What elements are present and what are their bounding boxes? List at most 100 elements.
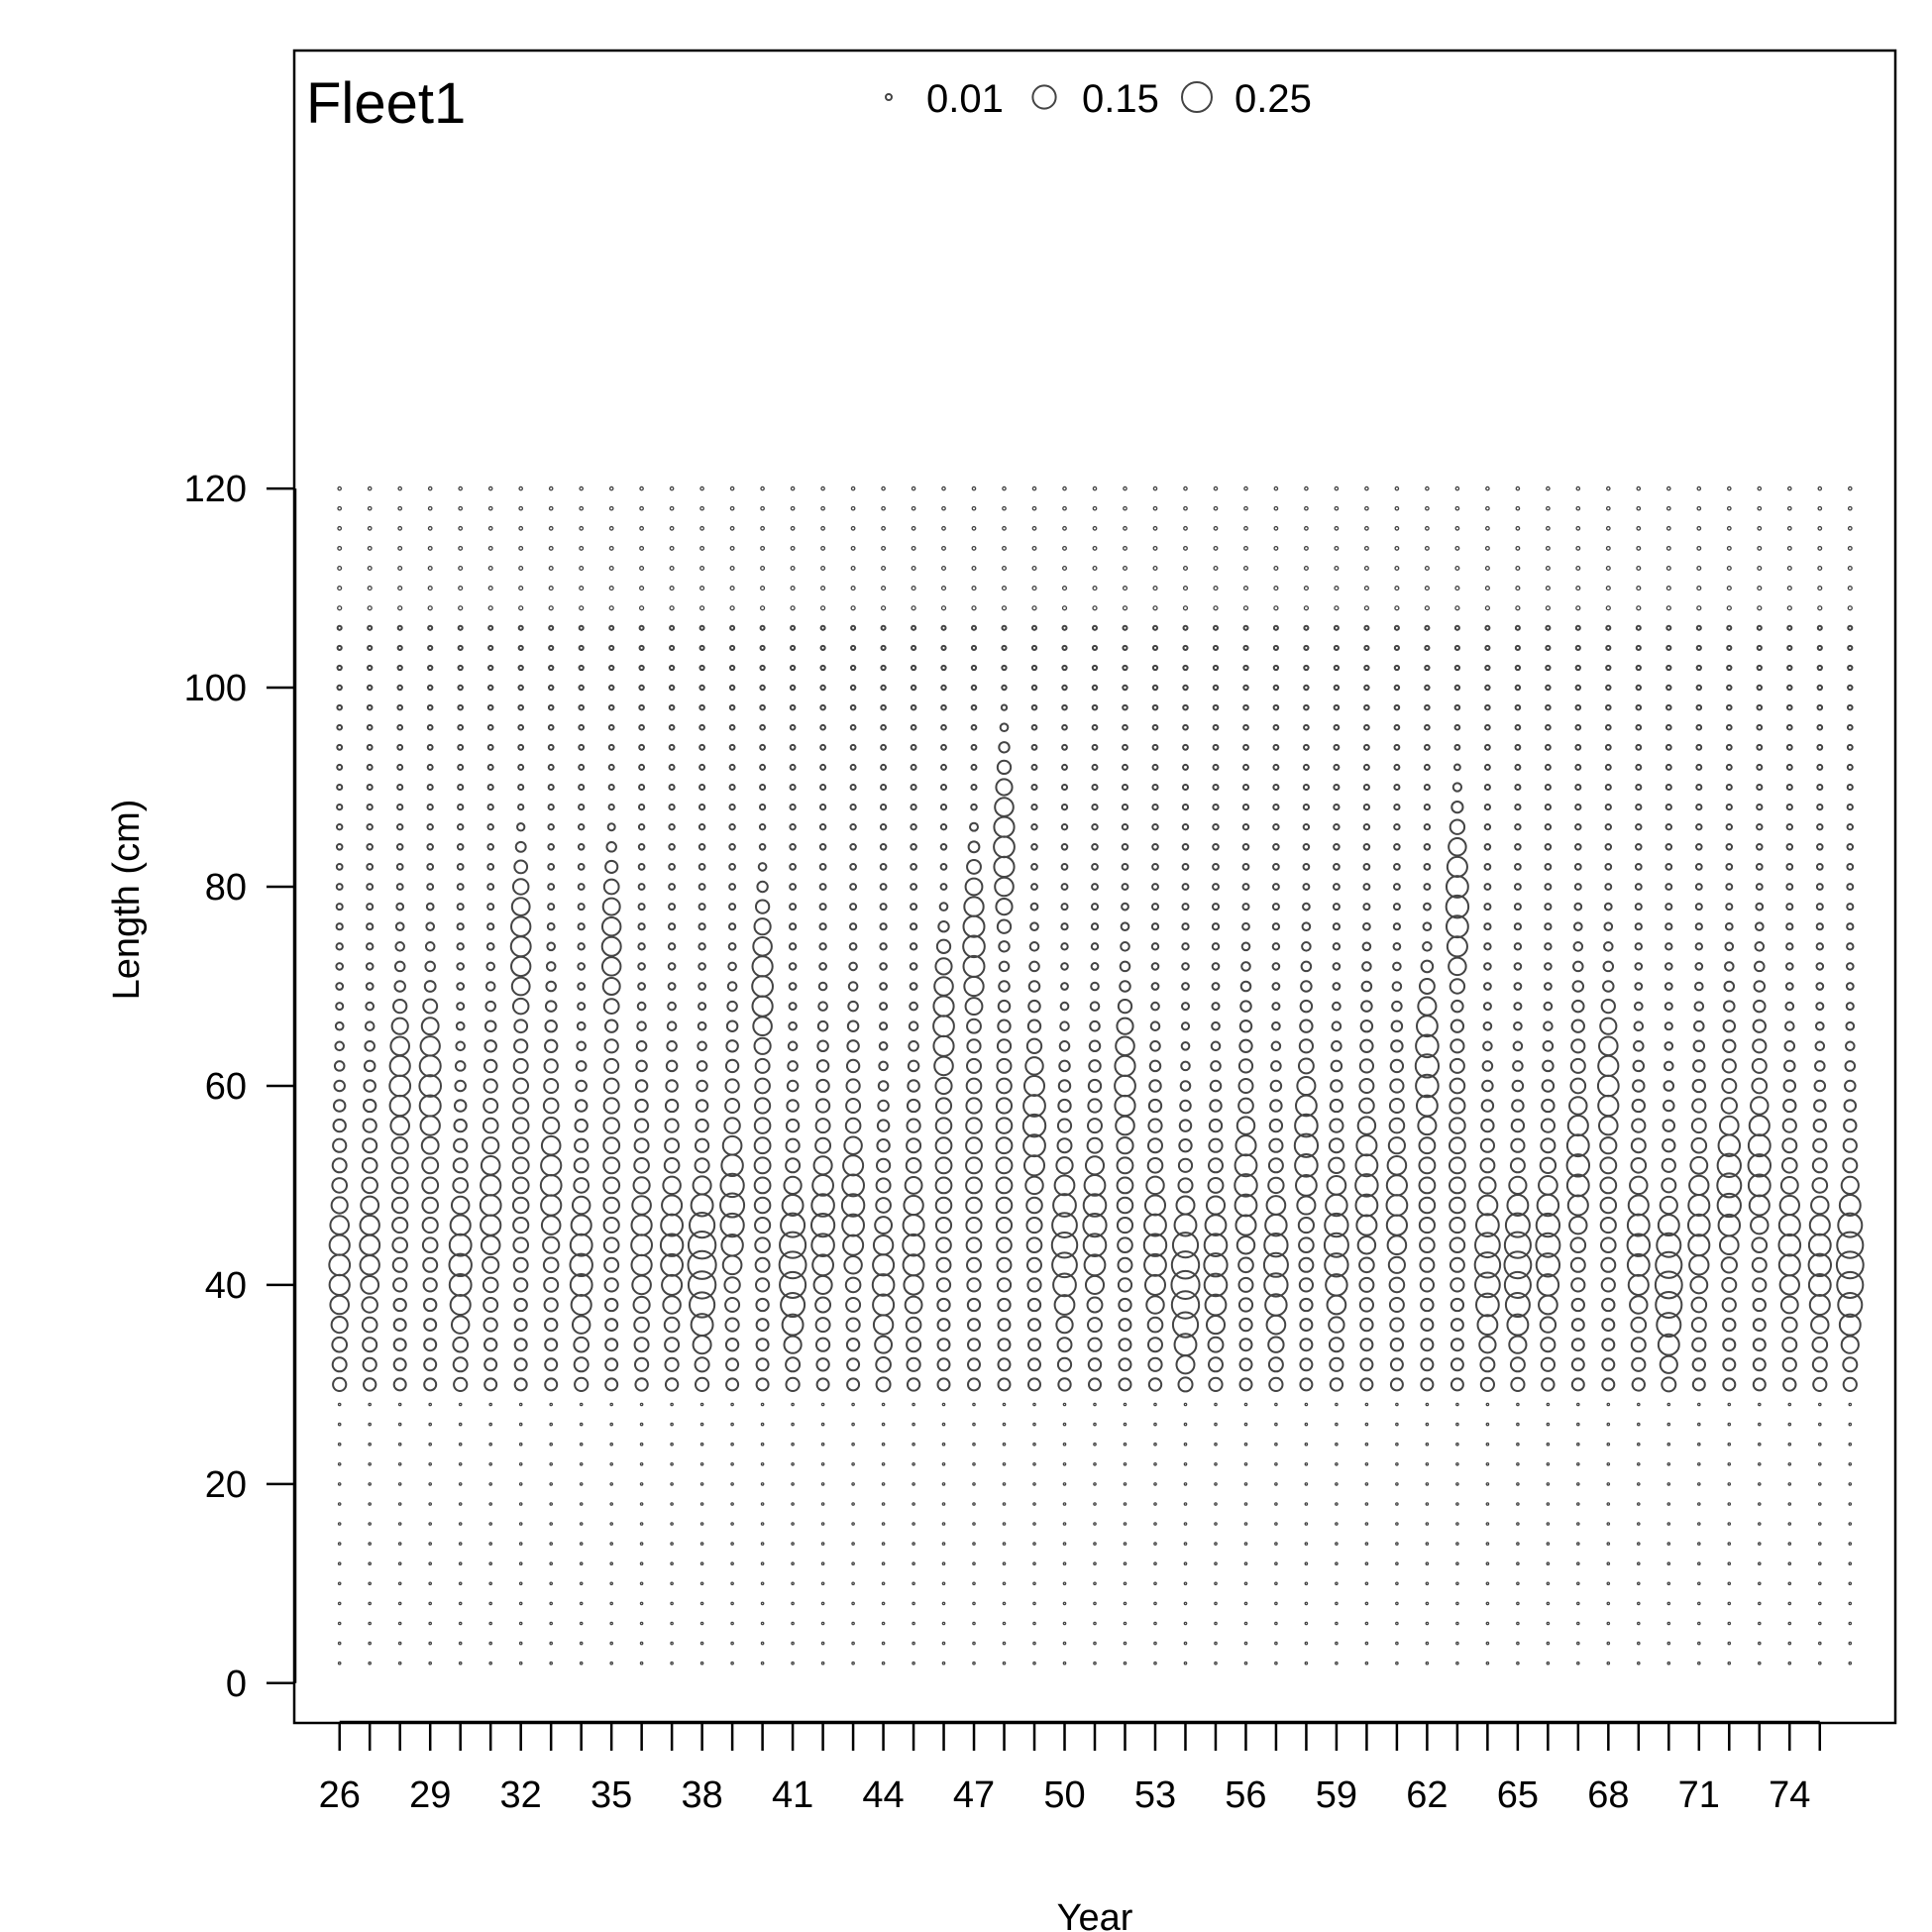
bubble-point [1425, 525, 1430, 531]
bubble-point [1031, 525, 1037, 531]
bubble-point [1334, 545, 1340, 551]
bubble-point [1271, 982, 1281, 991]
bubble-point [1451, 782, 1463, 793]
bubble-point [1604, 743, 1612, 751]
bubble-point [1395, 1601, 1399, 1606]
bubble-point [1294, 1153, 1319, 1178]
bubble-point [1694, 942, 1704, 951]
bubble-point [1726, 644, 1733, 651]
bubble-point [1329, 1098, 1344, 1114]
bubble-point [609, 1621, 614, 1626]
bubble-point [1725, 883, 1734, 891]
bubble-point [1182, 743, 1189, 751]
bubble-point [397, 1422, 402, 1427]
bubble-point [972, 1641, 976, 1646]
bubble-point [970, 624, 978, 631]
bubble-point [1358, 1276, 1375, 1293]
bubble-point [578, 684, 585, 692]
bubble-point [935, 1277, 952, 1293]
bubble-point [1392, 941, 1402, 951]
bubble-point [1757, 485, 1763, 491]
bubble-point [1242, 644, 1249, 651]
bubble-point [1784, 1020, 1795, 1031]
bubble-point [665, 1079, 679, 1093]
bubble-point [850, 565, 856, 572]
bubble-point [962, 954, 986, 978]
bubble-point [902, 1253, 925, 1277]
bubble-point [1359, 1338, 1374, 1352]
bubble-point [639, 1661, 644, 1665]
bubble-point [331, 1177, 349, 1194]
bubble-point [337, 1561, 342, 1566]
bubble-point [604, 1357, 619, 1372]
bubble-point [1726, 586, 1732, 591]
bubble-point [1725, 803, 1733, 811]
bubble-point [1242, 703, 1249, 711]
bubble-point [936, 1297, 951, 1313]
bubble-point [1183, 1542, 1188, 1546]
bubble-point [1604, 823, 1612, 831]
bubble-point [1572, 941, 1584, 952]
bubble-point [1060, 843, 1069, 851]
bubble-point [1122, 644, 1128, 651]
bubble-point [453, 1099, 468, 1113]
bubble-point [1031, 545, 1037, 551]
bubble-point [1091, 664, 1099, 672]
bubble-point [548, 505, 554, 511]
bubble-point [365, 1001, 376, 1012]
bubble-point [1090, 942, 1100, 951]
bubble-point [720, 1233, 744, 1257]
bubble-point [1243, 1522, 1248, 1526]
bubble-point [755, 1377, 770, 1392]
bubble-point [663, 1156, 681, 1174]
bubble-point [1631, 1098, 1646, 1114]
bubble-point [1001, 684, 1008, 692]
bubble-point [689, 1291, 716, 1319]
bubble-point [1152, 545, 1158, 551]
bubble-point [1214, 1402, 1218, 1407]
bubble-point [457, 703, 464, 711]
bubble-point [966, 858, 982, 875]
bubble-point [638, 723, 645, 731]
bubble-point [1212, 763, 1220, 771]
bubble-point [1453, 664, 1461, 672]
bubble-point [1212, 664, 1220, 672]
bubble-point [1300, 980, 1313, 993]
bubble-point [694, 1137, 710, 1153]
bubble-point [1569, 1077, 1587, 1095]
bubble-point [723, 1276, 741, 1294]
bubble-point [1785, 962, 1794, 971]
bubble-point [609, 1442, 614, 1447]
bubble-point [1087, 1317, 1103, 1334]
bubble-point [395, 863, 404, 871]
bubble-point [577, 942, 586, 951]
bubble-point [1235, 1116, 1256, 1135]
bubble-point [1032, 1461, 1036, 1466]
bubble-point [699, 1621, 704, 1626]
bubble-point [999, 722, 1010, 733]
bubble-point [1817, 1422, 1822, 1427]
bubble-point [1420, 1338, 1435, 1352]
bubble-point [912, 1522, 915, 1526]
bubble-point [1453, 763, 1461, 772]
bubble-point [458, 1422, 463, 1427]
bubble-point [1360, 1000, 1373, 1013]
bubble-point [754, 899, 771, 914]
bubble-point [1636, 1422, 1641, 1427]
bubble-point [1170, 1250, 1201, 1280]
bubble-point [1786, 664, 1793, 672]
bubble-point [488, 1461, 493, 1466]
bubble-point [1152, 525, 1158, 531]
bubble-point [485, 961, 496, 972]
bubble-point [368, 1502, 373, 1506]
bubble-point [1022, 1094, 1046, 1118]
bubble-point [548, 525, 554, 531]
bubble-point [1417, 996, 1438, 1017]
bubble-point [1843, 1099, 1858, 1113]
bubble-point [1455, 1442, 1459, 1447]
bubble-point [1087, 1098, 1103, 1114]
bubble-point [1026, 1256, 1042, 1273]
bubble-point [1025, 1236, 1043, 1254]
bubble-point [937, 920, 950, 933]
bubble-point [1178, 1119, 1193, 1132]
